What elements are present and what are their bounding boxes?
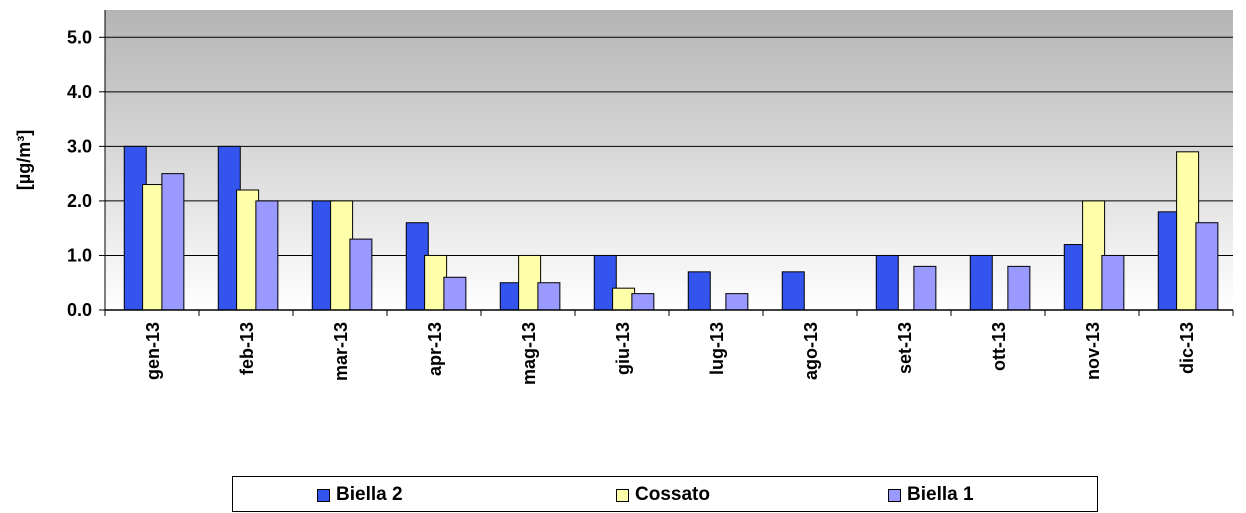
bar-cossato-apr-13	[424, 254, 448, 311]
bar-biella-1-feb-13	[255, 200, 279, 311]
y-tick-label: 2.0	[67, 191, 92, 211]
legend-label-cossato: Cossato	[635, 484, 710, 505]
bar-biella-1-gen-13	[161, 173, 185, 311]
bar-cossato-mag-13	[518, 254, 542, 311]
x-tick-label: mar-13	[331, 322, 351, 381]
plot-area	[105, 10, 1233, 310]
legend-swatch-biella-1	[888, 488, 901, 502]
axes	[99, 10, 1234, 316]
x-tick-label: feb-13	[237, 322, 257, 375]
gridlines	[105, 36, 1233, 256]
bar-biella-1-ott-13	[1007, 265, 1031, 311]
legend-item-biella-2: Biella 2	[317, 484, 403, 506]
x-tick-label: lug-13	[707, 322, 727, 375]
bar-biella-1-mag-13	[537, 282, 561, 311]
x-tick-label: ott-13	[989, 322, 1009, 371]
bars	[123, 145, 1219, 311]
bar-cossato-mar-13	[330, 200, 354, 311]
x-tick-label: set-13	[895, 322, 915, 374]
bar-biella-1-set-13	[913, 265, 937, 311]
y-tick-label: 1.0	[67, 245, 92, 265]
legend-label-biella-1: Biella 1	[907, 484, 974, 505]
y-axis-label: [µg/m³]	[14, 130, 34, 190]
legend-item-cossato: Cossato	[616, 484, 710, 506]
chart: 0.0 1.0 2.0 3.0 4.0 5.0 gen-13 feb-13 mar-13 apr…	[14, 10, 1234, 385]
bar-cossato-dic-13	[1176, 151, 1200, 311]
bar-biella-1-giu-13	[631, 293, 655, 311]
bar-biella-2-ago-13	[781, 271, 805, 311]
legend-swatch-biella-2	[317, 488, 330, 502]
y-tick-label: 5.0	[67, 27, 92, 47]
bar-biella-1-apr-13	[443, 276, 467, 311]
bar-cossato-giu-13	[612, 287, 636, 311]
bar-biella-2-lug-13	[687, 271, 711, 311]
bar-biella-1-mar-13	[349, 238, 373, 311]
y-tick-label: 4.0	[67, 82, 92, 102]
bar-cossato-nov-13	[1082, 200, 1106, 311]
x-tick-label: apr-13	[425, 322, 445, 376]
bar-biella-2-ott-13	[969, 254, 993, 311]
bar-biella-2-set-13	[875, 254, 899, 311]
bar-cossato-feb-13	[236, 189, 260, 311]
x-tick-label: dic-13	[1177, 322, 1197, 374]
bar-biella-1-dic-13	[1195, 222, 1219, 311]
x-tick-label: ago-13	[801, 322, 821, 380]
y-tick-label: 0.0	[67, 300, 92, 320]
bar-cossato-gen-13	[142, 184, 166, 311]
legend: Biella 2 Cossato Biella 1	[232, 476, 1098, 512]
x-tick-labels: gen-13 feb-13 mar-13 apr-13 mag-13 giu-13 lug-…	[143, 322, 1197, 385]
y-tick-labels: 0.0 1.0 2.0 3.0 4.0 5.0	[67, 27, 92, 320]
x-tick-label: gen-13	[143, 322, 163, 380]
bar-biella-1-lug-13	[725, 293, 749, 311]
x-tick-label: nov-13	[1083, 322, 1103, 380]
legend-swatch-cossato	[616, 488, 629, 502]
y-tick-label: 3.0	[67, 136, 92, 156]
bar-biella-1-nov-13	[1101, 254, 1125, 311]
x-tick-label: giu-13	[613, 322, 633, 375]
x-tick-label: mag-13	[519, 322, 539, 385]
legend-label-biella-2: Biella 2	[336, 484, 403, 505]
legend-item-biella-1: Biella 1	[888, 484, 974, 506]
